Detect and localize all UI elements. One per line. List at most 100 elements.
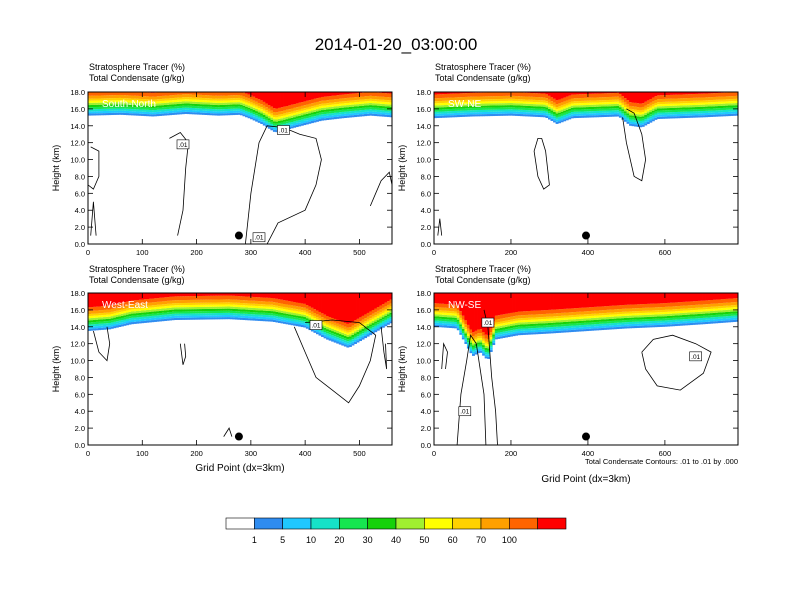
west-east-tracer-cell bbox=[348, 332, 352, 335]
south-north-tracer-cell bbox=[379, 110, 383, 113]
nw-se-tracer-cell bbox=[464, 327, 468, 330]
south-north-tracer-cell bbox=[214, 102, 218, 105]
south-north-tracer-cell bbox=[194, 99, 198, 102]
west-east-tracer-cell bbox=[336, 335, 340, 338]
south-north-tracer-cell bbox=[351, 115, 355, 118]
west-east-tracer-cell bbox=[229, 315, 233, 318]
south-north-tracer-cell bbox=[293, 104, 297, 108]
sw-ne-tracer-cell bbox=[535, 100, 539, 103]
south-north-tracer-cell bbox=[290, 111, 294, 114]
south-north-tracer-cell bbox=[164, 113, 167, 116]
west-east-tracer-cell bbox=[364, 329, 368, 332]
sw-ne-tracer-cell bbox=[535, 104, 539, 107]
west-east-tracer-cell bbox=[141, 299, 145, 304]
sw-ne-tracer-cell bbox=[715, 104, 719, 107]
south-north-tracer-cell bbox=[386, 93, 390, 98]
sw-ne-tracer-cell bbox=[654, 115, 658, 118]
west-east-tracer-cell bbox=[298, 322, 302, 325]
panel-nw-se-plot: .01.01.01NW-SE0.02.04.06.08.010.012.014.… bbox=[416, 289, 739, 458]
sw-ne-tracer-cell bbox=[472, 101, 475, 104]
south-north-tracer-cell bbox=[191, 97, 195, 100]
nw-se-tracer-cell bbox=[525, 328, 529, 331]
west-east-tracer-cell bbox=[113, 323, 117, 327]
sw-ne-tracer-cell bbox=[575, 111, 579, 114]
west-east-tracer-cell bbox=[146, 320, 150, 323]
south-north-tracer-cell bbox=[369, 105, 373, 108]
nw-se-tracer-cell bbox=[504, 320, 508, 323]
sw-ne-tracer-cell bbox=[540, 115, 544, 118]
south-north-tracer-cell bbox=[118, 112, 122, 115]
nw-se-tracer-cell bbox=[570, 319, 574, 322]
sw-ne-tracer-cell bbox=[459, 93, 463, 98]
south-north-tracer-cell bbox=[158, 107, 162, 110]
west-east-tracer-cell bbox=[222, 302, 226, 305]
south-north-tracer-cell bbox=[265, 107, 269, 111]
nw-se-tracer-cell bbox=[601, 313, 605, 316]
west-east-tracer-cell bbox=[374, 321, 378, 324]
south-north-tracer-cell bbox=[196, 112, 200, 115]
west-east-tracer-cell bbox=[171, 313, 175, 316]
west-east-tracer-cell bbox=[131, 313, 134, 316]
south-north-tracer-cell bbox=[108, 100, 112, 103]
south-north-tracer-cell bbox=[113, 106, 117, 109]
south-north-tracer-cell bbox=[293, 117, 297, 120]
south-north-tracer-cell bbox=[288, 116, 292, 119]
south-north-tracer-cell bbox=[214, 111, 218, 114]
west-east-tracer-cell bbox=[305, 293, 309, 306]
west-east-tracer-cell bbox=[298, 309, 302, 312]
west-east-tracer-cell bbox=[280, 319, 284, 322]
sw-ne-tracer-cell bbox=[583, 100, 587, 103]
nw-se-tracer-cell bbox=[603, 323, 607, 326]
west-east-tracer-cell bbox=[143, 303, 147, 307]
sw-ne-tracer-cell bbox=[687, 111, 691, 114]
south-north-tracer-cell bbox=[151, 101, 155, 104]
west-east-tracer-cell bbox=[171, 315, 175, 319]
nw-se-tracer-cell bbox=[441, 316, 445, 319]
west-east-tracer-cell bbox=[202, 313, 205, 316]
sw-ne-tracer-cell bbox=[451, 92, 455, 94]
south-north-tracer-cell bbox=[379, 112, 383, 115]
nw-se-tracer-cell bbox=[568, 312, 572, 316]
west-east-tracer-cell bbox=[338, 338, 342, 341]
sw-ne-tracer-cell bbox=[474, 114, 478, 117]
sw-ne-tracer-cell bbox=[525, 101, 529, 104]
south-north-tracer-cell bbox=[199, 102, 203, 105]
nw-se-tracer-cell bbox=[545, 331, 549, 334]
south-north-tracer-cell bbox=[240, 100, 243, 103]
sw-ne-tracer-cell bbox=[451, 102, 455, 105]
sw-ne-tracer-cell bbox=[586, 113, 589, 116]
sw-ne-tracer-cell bbox=[570, 103, 574, 106]
west-east-tracer-cell bbox=[262, 314, 266, 317]
nw-se-tracer-cell bbox=[504, 313, 508, 318]
south-north-tracer-cell bbox=[93, 113, 96, 116]
west-east-tracer-cell bbox=[110, 311, 114, 314]
south-north-tracer-cell bbox=[326, 100, 330, 104]
nw-se-tracer-cell bbox=[464, 335, 468, 338]
west-east-tracer-cell bbox=[110, 326, 114, 329]
west-east-tracer-cell bbox=[323, 329, 327, 333]
sw-ne-tracer-cell bbox=[525, 107, 529, 111]
sw-ne-tracer-cell bbox=[639, 120, 643, 124]
sw-ne-tracer-cell bbox=[573, 98, 577, 102]
south-north-tracer-cell bbox=[90, 113, 94, 116]
west-east-tracer-cell bbox=[214, 293, 218, 296]
south-north-tracer-cell bbox=[166, 95, 170, 99]
sw-ne-tracer-cell bbox=[520, 101, 524, 104]
nw-se-tracer-cell bbox=[598, 325, 602, 329]
sw-ne-tracer-cell bbox=[502, 107, 506, 110]
west-east-tracer-cell bbox=[308, 315, 312, 318]
west-east-tracer-cell bbox=[212, 299, 216, 303]
nw-se-tracer-cell bbox=[601, 319, 605, 322]
sw-ne-tracer-cell bbox=[700, 108, 703, 112]
nw-se-tracer-cell bbox=[606, 317, 610, 320]
nw-se-tracer-cell bbox=[512, 293, 516, 313]
west-east-tracer-cell bbox=[247, 309, 251, 312]
west-east-tracer-cell bbox=[278, 312, 281, 315]
nw-se-tracer-cell bbox=[487, 293, 491, 336]
south-north-tracer-cell bbox=[293, 110, 297, 113]
south-north-tracer-cell bbox=[374, 101, 378, 104]
west-east-tracer-cell bbox=[308, 293, 312, 307]
west-east-tracer-cell bbox=[326, 326, 330, 330]
nw-se-tracer-cell bbox=[456, 306, 460, 311]
south-north-tracer-cell bbox=[384, 97, 388, 100]
